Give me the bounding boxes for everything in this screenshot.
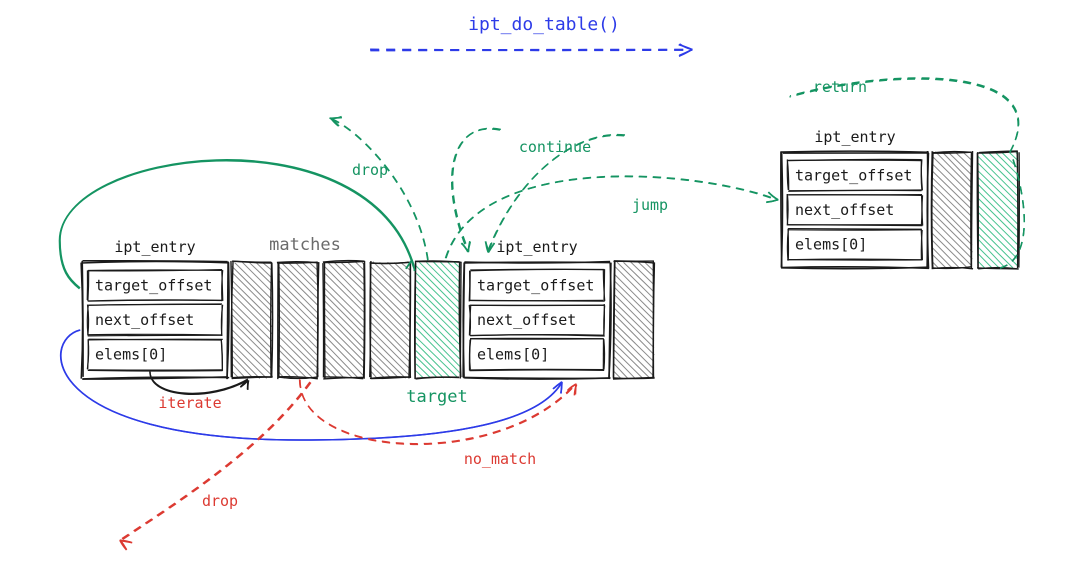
target-block bbox=[415, 261, 461, 379]
struct-title: ipt_entry bbox=[814, 128, 895, 146]
edge-label: continue bbox=[519, 138, 591, 156]
edge-label: jump bbox=[632, 196, 668, 214]
edge-label: return bbox=[813, 78, 867, 96]
struct-field: target_offset bbox=[795, 166, 912, 184]
section-label: target bbox=[406, 387, 467, 407]
struct-field: target_offset bbox=[95, 276, 212, 294]
title-arrow bbox=[370, 49, 692, 50]
struct-field: next_offset bbox=[795, 201, 894, 219]
struct-title: ipt_entry bbox=[114, 238, 195, 256]
struct-field: next_offset bbox=[95, 311, 194, 329]
match-block bbox=[613, 261, 655, 379]
struct-title: ipt_entry bbox=[496, 238, 577, 256]
struct-field: next_offset bbox=[477, 311, 576, 329]
struct-field: target_offset bbox=[477, 276, 594, 294]
struct-field: elems[0] bbox=[795, 236, 867, 254]
struct-field: elems[0] bbox=[95, 346, 167, 364]
match-block bbox=[277, 262, 319, 380]
target-block bbox=[977, 151, 1019, 269]
match-block bbox=[931, 151, 973, 269]
match-block bbox=[323, 261, 365, 379]
ipt-entry-struct: ipt_entry target_offset next_offset elems[0… bbox=[463, 238, 611, 379]
edge-label: drop bbox=[202, 492, 238, 510]
diagram-title: ipt_do_table() bbox=[468, 14, 620, 35]
match-block bbox=[231, 261, 273, 379]
ipt-entry-struct: ipt_entry target_offset next_offset elems[0… bbox=[781, 128, 929, 269]
edge-iterate bbox=[150, 371, 248, 394]
section-label: matches bbox=[269, 235, 341, 255]
edge-label: no_match bbox=[464, 450, 536, 468]
edge-drop-top bbox=[330, 118, 428, 260]
ipt-entry-struct: ipt_entry target_offset next_offset elems[0… bbox=[81, 238, 229, 379]
struct-field: elems[0] bbox=[477, 346, 549, 364]
edge-label: iterate bbox=[158, 394, 221, 412]
match-block bbox=[369, 261, 411, 379]
edge-label: drop bbox=[352, 161, 388, 179]
